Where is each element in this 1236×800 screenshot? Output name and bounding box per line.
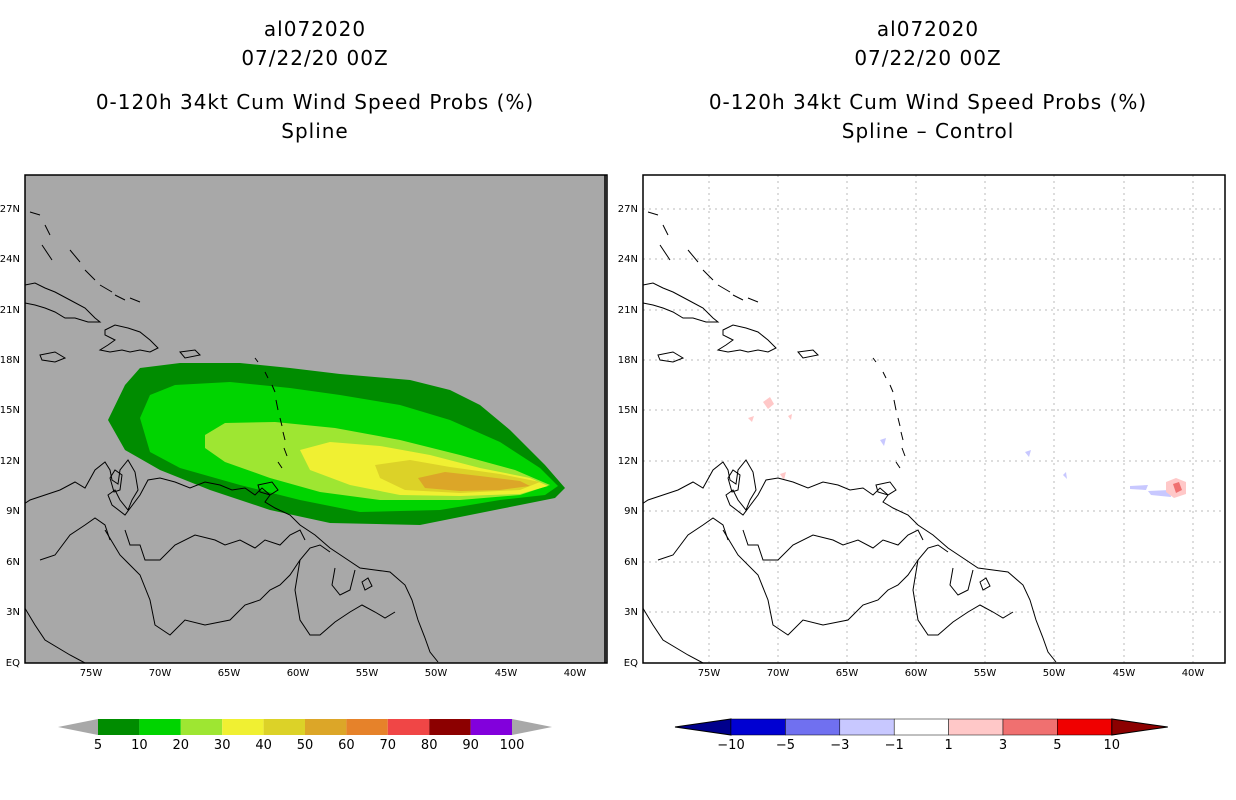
colorbar-swatch xyxy=(263,719,305,735)
colorbar-swatch xyxy=(429,719,471,735)
left-map-axis-labels: 27N 24N 21N 18N 15N 12N 9N 6N 3N EQ 75W 70W 65W 60W 55… xyxy=(0,204,586,679)
right-storm-id: al072020 xyxy=(876,17,980,41)
colorbar-label: 90 xyxy=(462,738,479,753)
colorbar-swatch xyxy=(730,718,786,736)
lon-label: 55W xyxy=(356,668,379,679)
lat-label: 21N xyxy=(618,305,638,316)
right-title-block: al072020 07/22/20 00Z xyxy=(643,15,1213,73)
colorbar-label: 50 xyxy=(297,738,314,753)
lat-label: 27N xyxy=(618,204,638,215)
lat-label: 27N xyxy=(0,204,20,215)
colorbar-label: 40 xyxy=(255,738,272,753)
colorbar-swatch xyxy=(222,719,264,735)
left-product-block: 0-120h 34kt Cum Wind Speed Probs (%) Spl… xyxy=(25,88,605,146)
colorbar-swatch xyxy=(948,718,1004,736)
lat-label: EQ xyxy=(624,658,638,669)
lat-label: 18N xyxy=(0,355,20,366)
lon-label: 65W xyxy=(218,668,241,679)
lat-label: 15N xyxy=(0,405,20,416)
probability-contours xyxy=(25,211,565,663)
colorbar-swatch xyxy=(839,718,895,736)
lon-label: 40W xyxy=(564,668,587,679)
lon-label: 70W xyxy=(149,668,172,679)
left-title-block: al072020 07/22/20 00Z xyxy=(25,15,605,73)
colorbar-label: 10 xyxy=(131,738,148,753)
colorbar-label: 30 xyxy=(214,738,231,753)
lon-label: 50W xyxy=(1043,668,1066,679)
left-storm-id: al072020 xyxy=(263,17,367,41)
colorbar-label: 5 xyxy=(1053,738,1061,753)
colorbar-label: −10 xyxy=(717,738,744,753)
colorbar-swatch xyxy=(470,719,512,735)
left-colorbar: 5 10 20 30 40 50 60 70 80 90 100 xyxy=(58,719,552,753)
colorbar-label: 100 xyxy=(500,738,525,753)
colorbar-swatch xyxy=(305,719,347,735)
colorbar-swatch xyxy=(387,719,430,735)
lat-label: 3N xyxy=(6,607,20,618)
colorbar-label: −3 xyxy=(830,738,849,753)
difference-patches xyxy=(748,397,1186,498)
lon-label: 55W xyxy=(974,668,997,679)
left-subtitle: Spline xyxy=(281,119,349,143)
right-map-background xyxy=(643,175,1225,663)
colorbar-end-high xyxy=(1111,718,1168,736)
colorbar-label: 80 xyxy=(421,738,438,753)
right-product-block: 0-120h 34kt Cum Wind Speed Probs (%) Spl… xyxy=(643,88,1213,146)
lat-label: 21N xyxy=(0,305,20,316)
colorbar-label: 60 xyxy=(338,738,355,753)
colorbar-swatch xyxy=(893,718,949,736)
right-subtitle: Spline – Control xyxy=(841,119,1015,143)
lat-label: 6N xyxy=(6,557,20,568)
colorbar-label: 10 xyxy=(1104,738,1121,753)
right-map-axis-labels: 27N 24N 21N 18N 15N 12N 9N 6N 3N EQ 75W 70W 65W 60W 55… xyxy=(618,204,1205,679)
left-product: 0-120h 34kt Cum Wind Speed Probs (%) xyxy=(95,90,535,114)
lat-label: 24N xyxy=(0,254,20,265)
left-map xyxy=(24,174,608,664)
lon-label: 75W xyxy=(698,668,721,679)
lon-label: 70W xyxy=(767,668,790,679)
colorbar-end-high xyxy=(512,719,552,735)
colorbar-swatch xyxy=(785,718,841,736)
colorbar-swatch xyxy=(346,719,388,735)
colorbar-end-low xyxy=(674,718,732,736)
lon-label: 45W xyxy=(1113,668,1136,679)
lat-label: 12N xyxy=(0,456,20,467)
colorbar-swatch xyxy=(98,719,140,735)
colorbar-swatch xyxy=(139,719,181,735)
colorbar-label: 3 xyxy=(999,738,1007,753)
colorbar-label: 1 xyxy=(944,738,952,753)
lon-label: 45W xyxy=(495,668,518,679)
colorbar-swatch xyxy=(180,719,223,735)
lon-label: 50W xyxy=(425,668,448,679)
right-datetime: 07/22/20 00Z xyxy=(854,46,1002,70)
colorbar-label: −5 xyxy=(776,738,795,753)
colorbar-label: 70 xyxy=(380,738,397,753)
lon-label: 60W xyxy=(905,668,928,679)
lat-label: 18N xyxy=(618,355,638,366)
lon-label: 40W xyxy=(1182,668,1205,679)
left-datetime: 07/22/20 00Z xyxy=(241,46,389,70)
lat-label: EQ xyxy=(6,658,20,669)
right-product: 0-120h 34kt Cum Wind Speed Probs (%) xyxy=(708,90,1148,114)
colorbar-end-low xyxy=(58,719,98,735)
lon-label: 75W xyxy=(80,668,103,679)
right-map xyxy=(642,174,1226,664)
colorbar-label: −1 xyxy=(885,738,904,753)
lat-label: 6N xyxy=(624,557,638,568)
lat-label: 9N xyxy=(6,506,20,517)
lat-label: 3N xyxy=(624,607,638,618)
lat-label: 24N xyxy=(618,254,638,265)
right-colorbar: −10 −5 −3 −1 1 3 5 10 xyxy=(674,718,1168,753)
colorbar-label: 5 xyxy=(94,738,102,753)
contour-50 xyxy=(418,472,530,491)
lat-label: 12N xyxy=(618,456,638,467)
colorbar-label: 20 xyxy=(173,738,190,753)
lon-label: 60W xyxy=(287,668,310,679)
lon-label: 65W xyxy=(836,668,859,679)
lat-label: 15N xyxy=(618,405,638,416)
colorbar-swatch xyxy=(1002,718,1058,736)
colorbar-swatch xyxy=(1057,718,1113,736)
lat-label: 9N xyxy=(624,506,638,517)
